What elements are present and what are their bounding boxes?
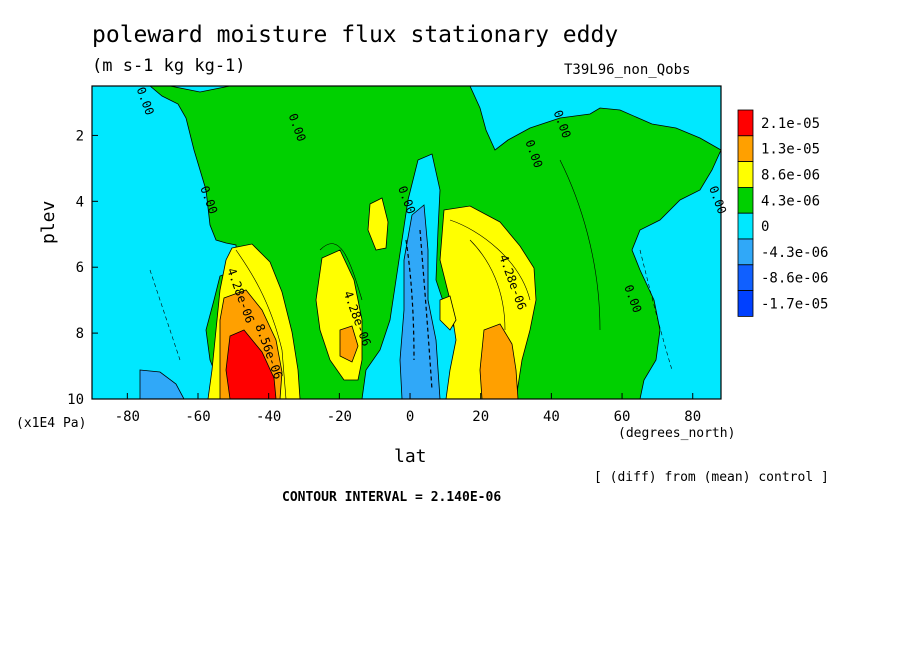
y-tick-label: 10	[67, 392, 84, 408]
diff-note: [ (diff) from (mean) control ]	[594, 470, 829, 485]
x-tick-label: -40	[256, 409, 281, 425]
y-tick-label: 2	[76, 128, 84, 144]
plot-frame	[91, 85, 722, 400]
region-negative-top-middle	[469, 86, 721, 151]
x-axis-label: lat	[394, 446, 427, 467]
legend-label: 8.6e-06	[761, 168, 820, 184]
legend-label: 0	[761, 219, 769, 235]
region-orange-nh	[479, 323, 519, 399]
chart-title: poleward moisture flux stationary eddy	[92, 22, 619, 48]
legend-swatch	[737, 161, 754, 188]
legend-label: 1.3e-05	[761, 142, 820, 158]
x-axis-ticks: -80 -60 -40 -20 0 20 40 60 80	[115, 393, 701, 425]
legend-swatch	[737, 238, 754, 266]
x-tick-label: 0	[406, 409, 414, 425]
legend-label: 2.1e-05	[761, 116, 820, 132]
plot-area	[92, 86, 721, 399]
y-axis-ticks: 2 4 6 8 10	[67, 128, 98, 408]
region-positive-small-nh	[439, 295, 457, 331]
y-tick-label: 8	[76, 326, 84, 342]
run-name: T39L96_non_Qobs	[564, 62, 691, 78]
x-tick-label: -20	[327, 409, 352, 425]
y-tick-label: 6	[76, 260, 84, 276]
region-orange-subtropics-s	[339, 325, 359, 363]
x-tick-label: 60	[614, 409, 631, 425]
contour-lines	[149, 159, 673, 399]
region-positive-upper-s	[367, 197, 389, 251]
legend-swatch	[737, 186, 754, 214]
color-legend: 2.1e-05 1.3e-05 8.6e-06 4.3e-06 0 -4.3e-06 -8.…	[737, 109, 828, 317]
x-tick-label: 20	[472, 409, 489, 425]
legend-label: -8.6e-06	[761, 271, 828, 287]
contour-interval: CONTOUR INTERVAL = 2.140E-06	[282, 490, 502, 505]
x-tick-label: -60	[185, 409, 210, 425]
legend-swatch	[737, 212, 754, 240]
legend-swatch	[737, 109, 754, 137]
legend-swatch	[737, 290, 754, 317]
legend-label: -1.7e-05	[761, 297, 828, 313]
region-negative-dark-sh	[139, 369, 185, 399]
region-negative-nh-right	[631, 149, 721, 399]
region-negative-dark-equator	[399, 204, 441, 399]
y-axis-label: plev	[38, 200, 59, 244]
legend-label: 4.3e-06	[761, 193, 820, 209]
x-tick-label: -80	[115, 409, 140, 425]
legend-swatch	[737, 135, 754, 163]
y-axis-unit: (x1E4 Pa)	[16, 416, 87, 431]
chart-units: (m s-1 kg kg-1)	[92, 56, 246, 76]
region-negative-sh-top	[92, 86, 231, 93]
region-red-sh	[225, 329, 277, 399]
x-tick-label: 40	[543, 409, 560, 425]
legend-label: -4.3e-06	[761, 245, 828, 261]
legend-swatch	[737, 264, 754, 291]
x-axis-unit: (degrees_north)	[618, 426, 736, 441]
x-tick-label: 80	[684, 409, 701, 425]
y-tick-label: 4	[76, 194, 84, 210]
